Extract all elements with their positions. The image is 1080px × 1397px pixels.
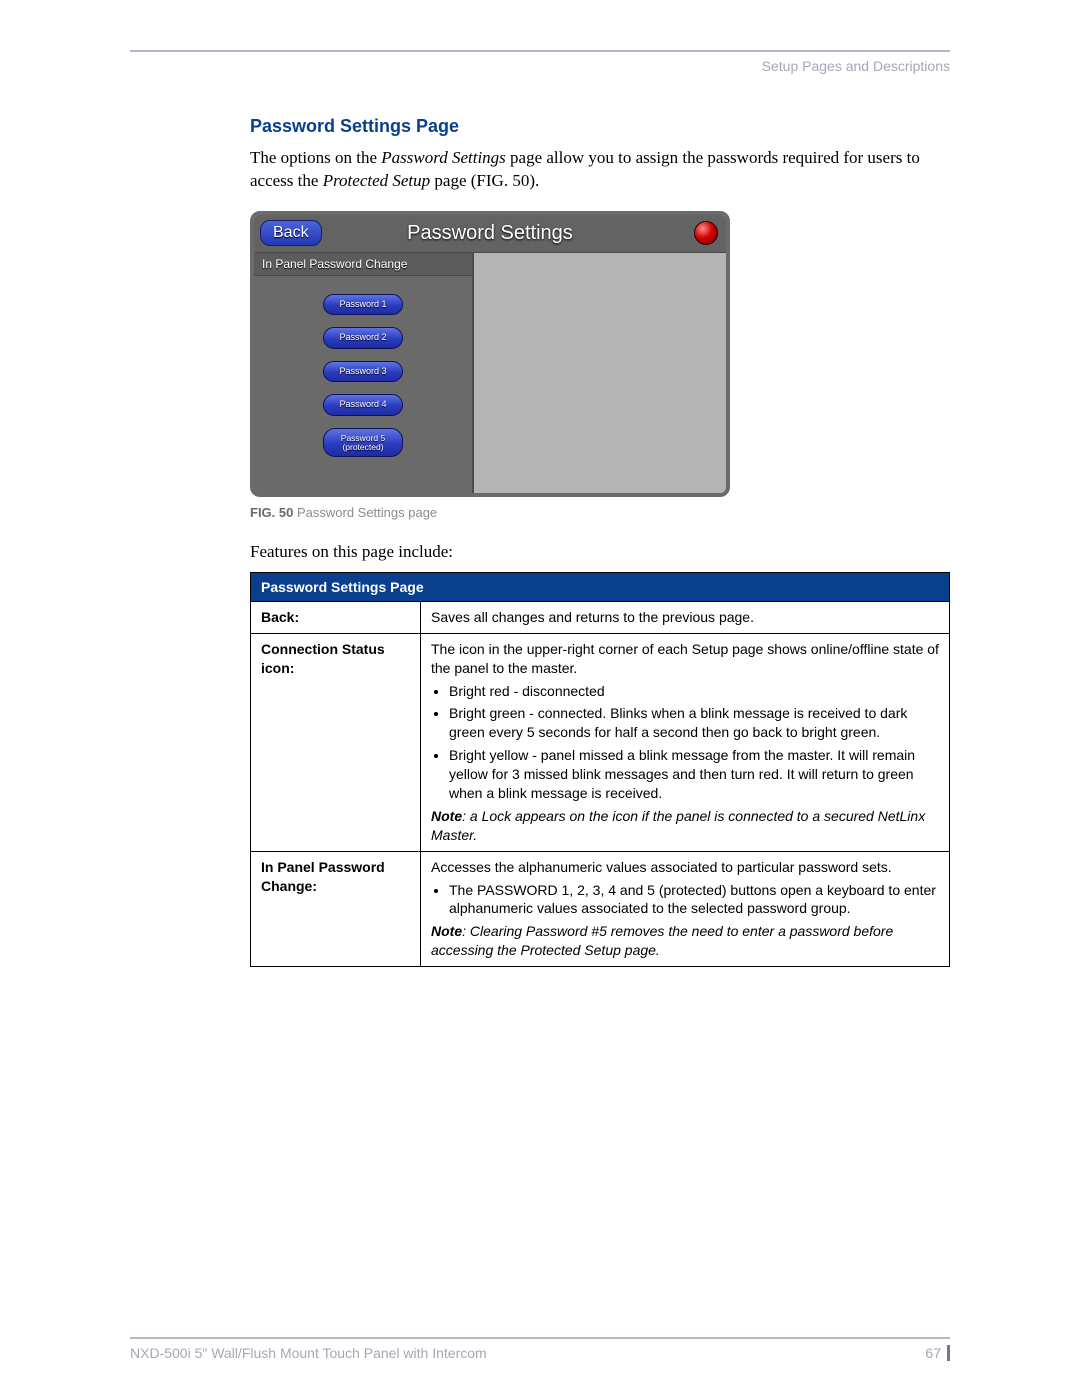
intro-em1: Password Settings [381, 148, 506, 167]
footer-product: NXD-500i 5" Wall/Flush Mount Touch Panel… [130, 1345, 487, 1361]
password-2-button[interactable]: Password 2 [323, 327, 403, 348]
row-1-note: Note: a Lock appears on the icon if the … [431, 807, 939, 845]
table-row: In Panel Password Change: Accesses the a… [251, 851, 950, 966]
row-1-note-bold: Note [431, 808, 462, 824]
footer-page-number: 67 [925, 1345, 950, 1361]
table-row: Back: Saves all changes and returns to t… [251, 601, 950, 633]
row-2-note: Note: Clearing Password #5 removes the n… [431, 922, 939, 960]
row-1-bullet-0: Bright red - disconnected [449, 682, 939, 701]
password-1-button[interactable]: Password 1 [323, 294, 403, 315]
section-heading: Password Settings Page [250, 116, 950, 137]
row-2-body: Accesses the alphanumeric values associa… [431, 858, 939, 877]
row-2-body-cell: Accesses the alphanumeric values associa… [421, 851, 950, 966]
intro-post: page (FIG. 50). [430, 171, 539, 190]
features-table: Password Settings Page Back: Saves all c… [250, 572, 950, 967]
password-buttons: Password 1 Password 2 Password 3 Passwor… [254, 276, 472, 466]
table-header: Password Settings Page [251, 572, 950, 601]
row-0-label: Back: [251, 601, 421, 633]
figure-caption: FIG. 50 Password Settings page [250, 505, 950, 520]
panel-body: In Panel Password Change Password 1 Pass… [254, 253, 726, 493]
row-1-note-text: : a Lock appears on the icon if the pane… [431, 808, 925, 843]
intro-em2: Protected Setup [323, 171, 430, 190]
connection-status-icon [694, 221, 718, 245]
panel-titlebar: Back Password Settings [254, 215, 726, 253]
page-footer: NXD-500i 5" Wall/Flush Mount Touch Panel… [130, 1337, 950, 1361]
row-2-bullet-0: The PASSWORD 1, 2, 3, 4 and 5 (protected… [449, 881, 939, 919]
row-0-body: Saves all changes and returns to the pre… [421, 601, 950, 633]
screenshot-panel: Back Password Settings In Panel Password… [250, 211, 730, 497]
password-4-button[interactable]: Password 4 [323, 394, 403, 415]
panel-left-column: In Panel Password Change Password 1 Pass… [254, 253, 474, 493]
table-row: Connection Status icon: The icon in the … [251, 633, 950, 851]
row-2-note-text: : Clearing Password #5 removes the need … [431, 923, 893, 958]
password-3-button[interactable]: Password 3 [323, 361, 403, 382]
row-1-bullet-2: Bright yellow - panel missed a blink mes… [449, 746, 939, 803]
row-1-bullets: Bright red - disconnected Bright green -… [449, 682, 939, 803]
row-2-label: In Panel Password Change: [251, 851, 421, 966]
row-2-bullets: The PASSWORD 1, 2, 3, 4 and 5 (protected… [449, 881, 939, 919]
row-1-bullet-1: Bright green - connected. Blinks when a … [449, 704, 939, 742]
back-button[interactable]: Back [260, 220, 322, 246]
header-section: Setup Pages and Descriptions [130, 58, 950, 74]
intro-paragraph: The options on the Password Settings pag… [250, 147, 950, 193]
intro-pre: The options on the [250, 148, 381, 167]
panel-left-title: In Panel Password Change [254, 253, 472, 276]
row-1-body-cell: The icon in the upper-right corner of ea… [421, 633, 950, 851]
figure-text: Password Settings page [293, 505, 437, 520]
password-5-button[interactable]: Password 5(protected) [323, 428, 403, 458]
figure-number: FIG. 50 [250, 505, 293, 520]
row-2-note-bold: Note [431, 923, 462, 939]
features-line: Features on this page include: [250, 542, 950, 562]
top-rule [130, 50, 950, 52]
panel-right-column [474, 253, 726, 493]
row-1-body: The icon in the upper-right corner of ea… [431, 640, 939, 678]
row-1-label: Connection Status icon: [251, 633, 421, 851]
panel-title: Password Settings [254, 222, 726, 245]
